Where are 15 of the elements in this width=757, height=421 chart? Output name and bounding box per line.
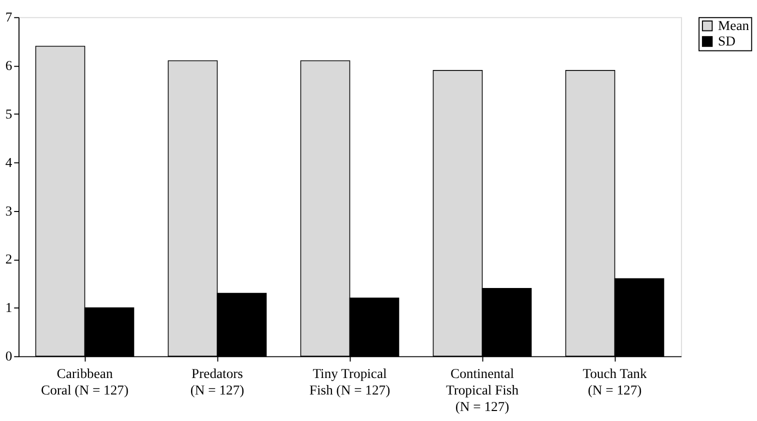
y-tick-label: 0	[5, 348, 12, 364]
x-tick-label: Continental Tropical Fish (N = 127)	[446, 366, 519, 414]
x-tick-label: Predators (N = 127)	[190, 366, 244, 398]
y-tick-label: 5	[5, 106, 12, 122]
y-tick-label: 7	[5, 10, 12, 25]
y-tick-label: 4	[5, 154, 12, 170]
y-tick-label: 6	[5, 58, 12, 73]
x-tick-label: Tiny Tropical Fish (N = 127)	[309, 366, 390, 398]
legend-label: SD	[718, 33, 736, 48]
y-tick-label: 1	[5, 300, 12, 316]
legend-label: Mean	[718, 18, 750, 33]
x-tick-label: Caribbean Coral (N = 127)	[40, 366, 129, 398]
x-tick-label: Touch Tank (N = 127)	[582, 366, 647, 398]
y-tick-label: 3	[5, 203, 12, 218]
y-tick-label: 2	[5, 252, 12, 267]
